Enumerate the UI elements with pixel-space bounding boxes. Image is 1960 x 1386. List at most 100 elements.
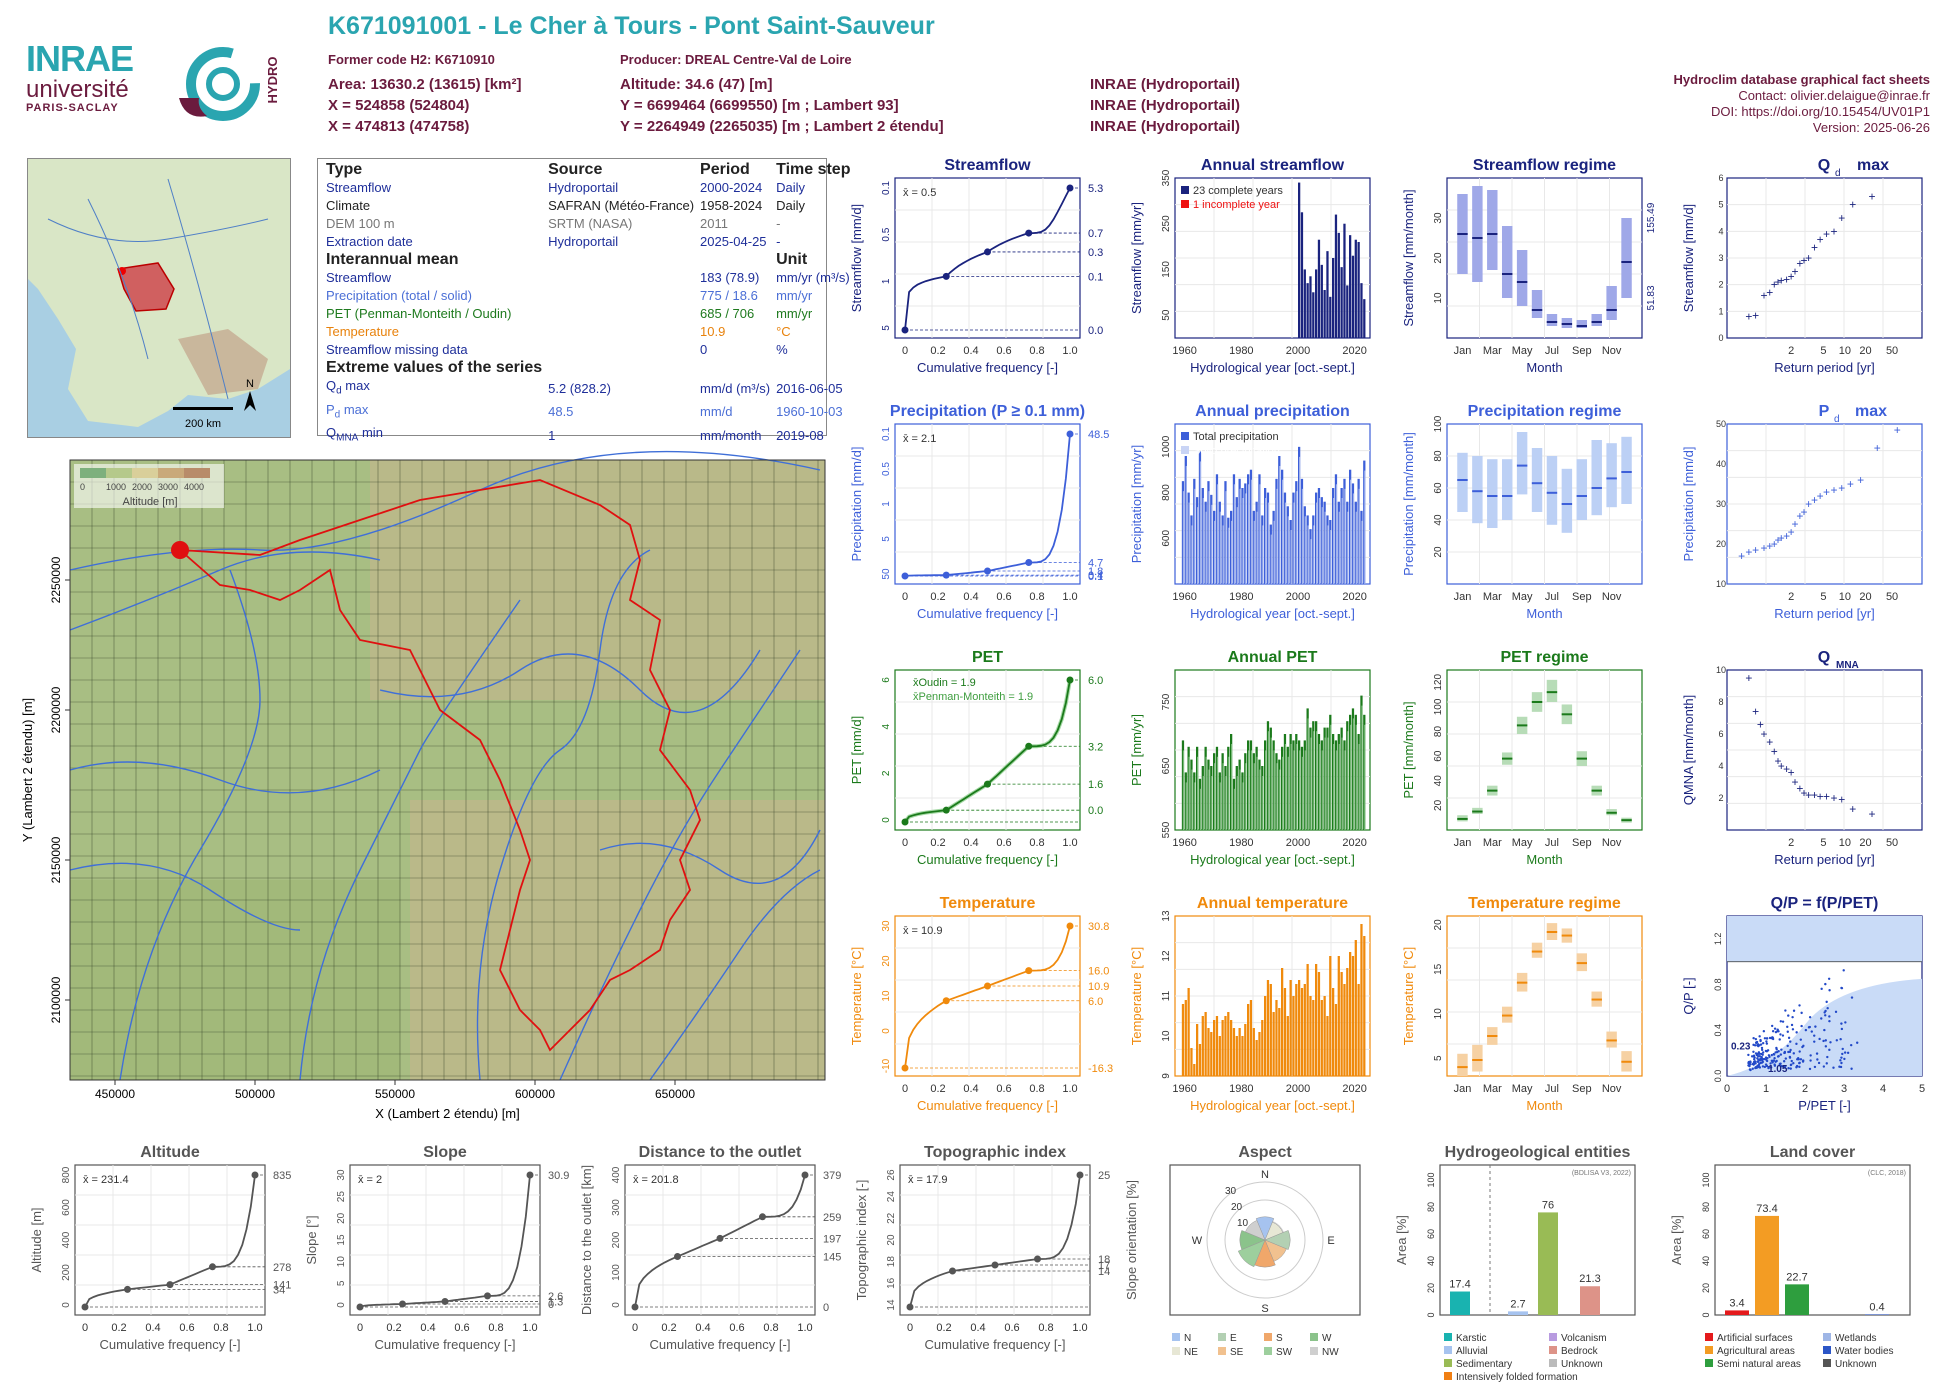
x-tick-label: 0.4 bbox=[963, 837, 978, 849]
y-tick-label: 650 bbox=[1161, 757, 1172, 774]
left-tick-label: 20 bbox=[336, 1212, 347, 1224]
x-tick-label: 1.0 bbox=[247, 1322, 262, 1334]
info-source-row-cell: Daily bbox=[776, 198, 805, 213]
left-tick-label: 30 bbox=[881, 920, 892, 932]
right-tick-label: 0.1 bbox=[1088, 271, 1103, 283]
quantile-point bbox=[942, 571, 950, 579]
y-axis-label: Temperature [°C] bbox=[1129, 947, 1144, 1045]
aspect-legend-swatch bbox=[1172, 1333, 1180, 1341]
y-tick-label: 40 bbox=[1433, 514, 1444, 526]
x-tick-label: 0.6 bbox=[179, 1322, 194, 1334]
qp-point bbox=[1813, 1034, 1816, 1037]
regime-box bbox=[1457, 452, 1468, 512]
chart-panel: Distance to the outlet Cumulative frequen… bbox=[579, 1144, 841, 1352]
outlet-marker bbox=[171, 541, 189, 559]
qp-point bbox=[1795, 1031, 1798, 1034]
y-tick-label: 60 bbox=[1433, 482, 1444, 494]
qp-point bbox=[1755, 1053, 1759, 1057]
x-tick-label: 1980 bbox=[1229, 837, 1253, 849]
left-tick-label: 0.1 bbox=[881, 427, 892, 441]
x-tick-label: 5 bbox=[1919, 1083, 1925, 1095]
plot-area bbox=[74, 1164, 266, 1316]
left-tick-label: 10 bbox=[881, 990, 892, 1002]
annual-bar-secondary bbox=[1236, 776, 1238, 830]
landcover-legend-swatch bbox=[1823, 1346, 1831, 1354]
mean-header-cell: Unit bbox=[776, 251, 808, 268]
qp-point bbox=[1770, 1059, 1774, 1063]
right-tick-label: 51.83 bbox=[1646, 285, 1657, 310]
annual-bar bbox=[1221, 1020, 1224, 1076]
annual-bar-secondary bbox=[1253, 763, 1255, 830]
y-tick-label: 80 bbox=[1701, 1202, 1711, 1212]
x-axis-label: Hydrological year [oct.-sept.] bbox=[1190, 360, 1355, 375]
annual-bar-secondary bbox=[1358, 744, 1360, 830]
annual-bar-secondary bbox=[1267, 502, 1270, 584]
right-tick-label: 835 bbox=[273, 1170, 291, 1182]
annual-bar bbox=[1255, 1040, 1258, 1076]
contact[interactable]: Contact: olivier.delaigue@inrae.fr bbox=[1738, 88, 1930, 103]
right-tick-label: 1.3 bbox=[548, 1296, 563, 1308]
info-panel: Type Source Period Time step Streamflow Hydro… bbox=[317, 158, 850, 444]
annual-bar-secondary bbox=[1228, 756, 1230, 830]
quantile-point bbox=[441, 1297, 449, 1305]
qp-point bbox=[1759, 1057, 1762, 1060]
annual-bar-secondary bbox=[1185, 466, 1187, 584]
river bbox=[119, 569, 261, 1081]
alt-legend-tick: 0 bbox=[80, 482, 85, 492]
qp-point bbox=[1789, 1048, 1792, 1052]
qp-point bbox=[1844, 1021, 1847, 1024]
quantile-point bbox=[124, 1285, 131, 1293]
annual-bar bbox=[1241, 1036, 1244, 1076]
qp-point bbox=[1843, 1057, 1846, 1061]
annual-bar-secondary bbox=[1313, 525, 1315, 584]
landcover-legend-label: Agricultural areas bbox=[1717, 1346, 1795, 1357]
landcover-bar bbox=[1725, 1310, 1749, 1315]
annual-bar bbox=[1218, 1036, 1221, 1076]
doi-link[interactable]: DOI: https://doi.org/10.15454/UV01P1 bbox=[1711, 104, 1930, 119]
scatter-point: + bbox=[1796, 781, 1803, 795]
qp-point bbox=[1748, 1068, 1752, 1071]
y-tick-label: 0 bbox=[1718, 333, 1723, 343]
regime-box bbox=[1621, 436, 1632, 504]
regime-box bbox=[1472, 1044, 1483, 1072]
y-tick-label: 100 bbox=[1433, 698, 1444, 715]
left-tick-label: 200 bbox=[611, 1231, 622, 1248]
annual-bar bbox=[1340, 267, 1343, 338]
annual-bar-secondary bbox=[1344, 750, 1346, 830]
mean-row-cell: 775 / 18.6 bbox=[700, 288, 758, 303]
scatter-point: + bbox=[1761, 727, 1768, 741]
qp-point bbox=[1781, 1034, 1785, 1037]
x-tick-label: 5 bbox=[1820, 345, 1826, 357]
y-tick-label: 60 bbox=[1433, 750, 1444, 762]
scatter-point: + bbox=[1791, 517, 1798, 531]
qp-point bbox=[1834, 1010, 1838, 1014]
x-tick-label: 50 bbox=[1886, 837, 1898, 849]
annual-bar-secondary bbox=[1276, 488, 1278, 584]
annual-bar bbox=[1309, 276, 1312, 338]
annual-bar bbox=[1329, 956, 1332, 1076]
alt-legend-swatch bbox=[80, 468, 106, 478]
x-tick-label: 5 bbox=[1820, 591, 1826, 603]
mean-pm-label: x̄Penman-Monteith = 1.9 bbox=[913, 691, 1033, 703]
regime-box bbox=[1516, 432, 1528, 495]
aspect-legend-label: S bbox=[1276, 1333, 1283, 1344]
month-tick-label: Nov bbox=[1602, 1083, 1622, 1095]
mean-row-cell: °C bbox=[776, 324, 791, 339]
chart-title: Streamflow regime bbox=[1473, 157, 1616, 174]
y-tick-label: 0.0 bbox=[1713, 1070, 1723, 1083]
qp-point bbox=[1775, 1050, 1779, 1054]
annual-bar-secondary bbox=[1219, 511, 1221, 584]
mean-row-cell: Streamflow bbox=[326, 270, 392, 285]
annual-bar-secondary bbox=[1296, 744, 1298, 830]
chart-title: Distance to the outlet bbox=[639, 1144, 802, 1161]
aspect-legend-label: E bbox=[1230, 1333, 1237, 1344]
scatter-point: + bbox=[1838, 211, 1845, 225]
scatter-point: + bbox=[1761, 288, 1768, 302]
annual-bar bbox=[1326, 1016, 1329, 1076]
y-tick-label: 15 bbox=[1433, 963, 1444, 975]
qp-point bbox=[1822, 1039, 1825, 1043]
landcover-bar-label: 22.7 bbox=[1786, 1271, 1807, 1283]
extreme-header: Extreme values of the series bbox=[326, 359, 856, 377]
y-axis-label: Precipitation [mm/d] bbox=[1681, 447, 1696, 562]
y-tick-label: 6 bbox=[1718, 173, 1723, 183]
